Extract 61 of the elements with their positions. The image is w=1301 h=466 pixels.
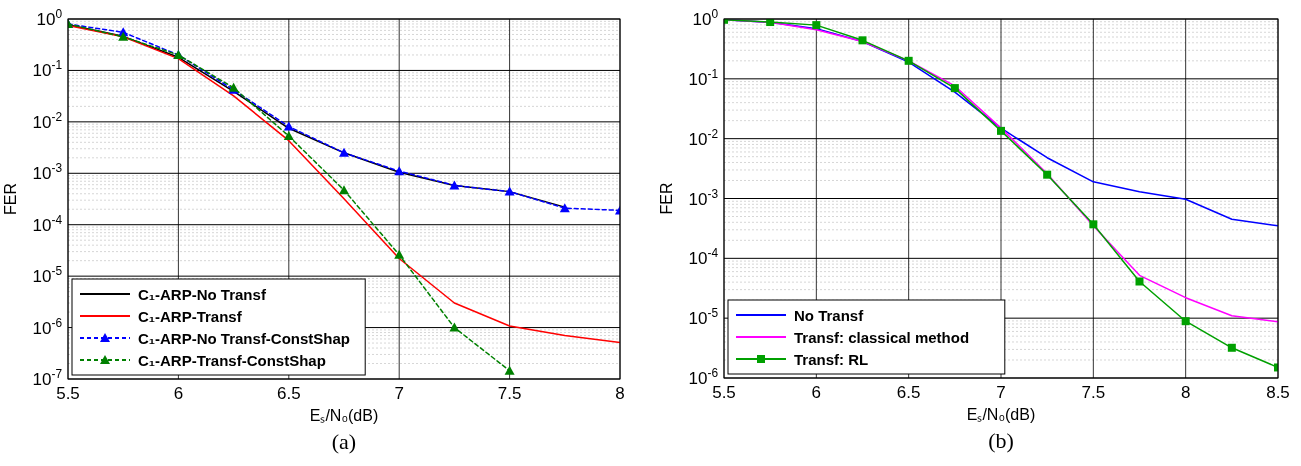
x-tick-label: 6.5 [276,384,301,403]
point [812,21,821,30]
point [283,131,294,141]
x-tick-label: 7 [394,384,404,403]
x-axis-title: Eₛ/N₀(dB) [309,407,379,424]
x-tick-label: 8 [615,384,625,403]
text: (b) [988,428,1014,453]
y-tick-label: 10$^{-3}$ [688,186,719,209]
point [449,180,460,190]
point [1043,170,1052,179]
point [1227,343,1236,352]
y-tick-label: 10$^{-4}$ [32,212,63,235]
point [339,147,349,157]
point [1135,277,1144,286]
y-tick-label: 10$^{0}$ [692,7,719,29]
point [118,31,129,41]
y-axis-title: FER [658,182,675,215]
x-axis-title: Eₛ/N₀(dB) [966,406,1036,423]
point [559,203,570,213]
legend-label: C₁-ARP-No Transf-ConstShap [138,330,351,347]
point [904,56,913,65]
y-tick-label: 10$^{-2}$ [32,109,63,132]
y-tick-label: 10$^{-5}$ [32,264,63,287]
point [950,84,959,93]
x-tick-label: 5.5 [56,384,80,403]
point [997,126,1005,135]
point [394,166,405,176]
y-tick-label: 10$^{-5}$ [688,306,719,329]
x-tick-label: 6 [811,383,822,402]
legend-label: Transf: classical method [794,329,970,346]
legend-label: C₁-ARP-No Transf [138,286,267,303]
legend-label: No Transf [794,307,865,324]
y-tick-label: 10$^{-4}$ [688,246,719,269]
x-tick-label: 7.5 [497,384,522,403]
point [858,36,867,45]
point [339,185,349,195]
point [1181,317,1190,326]
y-tick-label: 10$^{-6}$ [32,315,63,338]
y-tick-label: 10$^{-3}$ [32,161,63,184]
x-tick-label: 8.5 [1266,383,1290,402]
y-tick-label: 10$^{0}$ [36,7,63,29]
x-tick-label: 6 [173,384,184,403]
legend-label: Transf: RL [794,351,869,368]
text: (a) [331,429,357,454]
legend-label: C₁-ARP-Transf-ConstShap [138,352,326,369]
legend-label: C₁-ARP-Transf [138,308,243,325]
point [504,186,515,196]
point [283,121,294,131]
x-tick-label: 5.5 [712,383,736,402]
x-tick-label: 8 [1180,383,1191,402]
point [1089,220,1098,229]
point [394,249,405,259]
point [449,322,460,332]
y-tick-label: 10$^{-2}$ [688,126,719,149]
x-tick-label: 6.5 [896,383,921,402]
y-tick-label: 10$^{-1}$ [32,58,63,81]
y-axis-title: FER [2,183,19,215]
x-tick-label: 7 [996,383,1006,402]
point [504,365,515,375]
x-tick-label: 7.5 [1081,383,1106,402]
y-tick-label: 10$^{-1}$ [688,66,719,89]
